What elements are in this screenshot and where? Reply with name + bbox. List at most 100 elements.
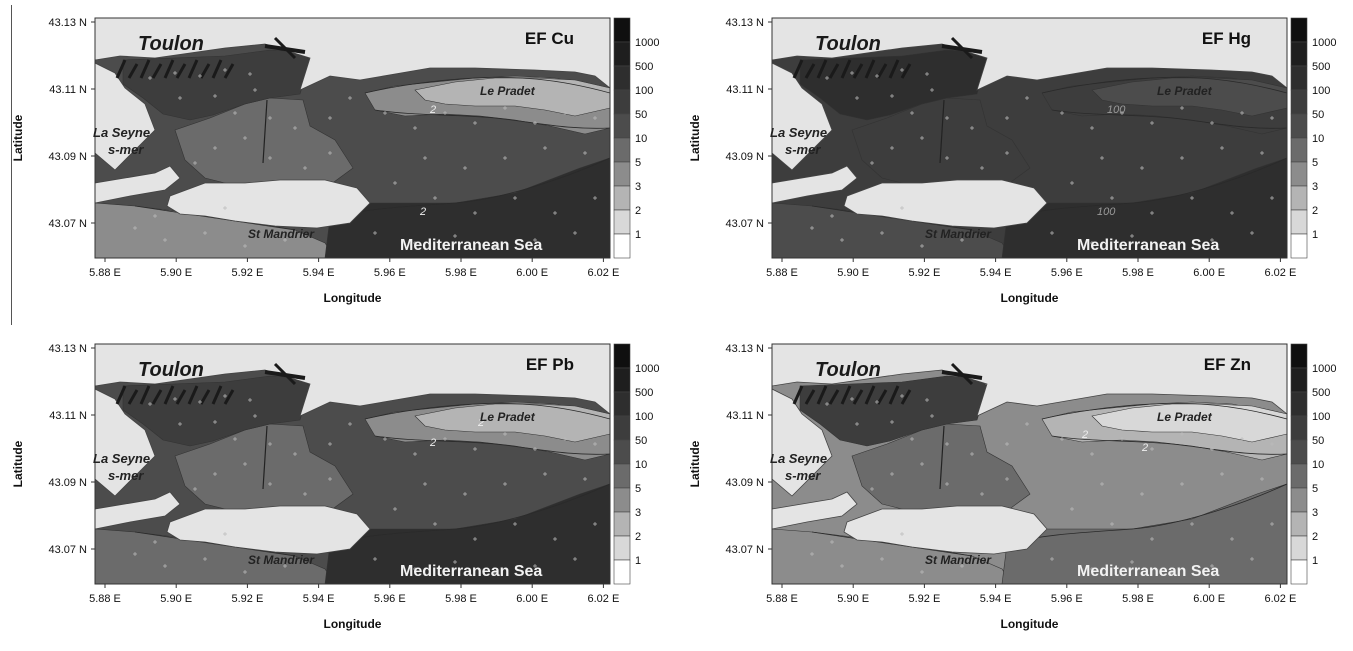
legend-swatch (1290, 137, 1308, 163)
contour-line (374, 109, 610, 129)
station-marker (473, 211, 477, 215)
place-label-le-pradet: Le Pradet (1157, 84, 1213, 98)
land-north-coast (95, 344, 610, 417)
station-marker (1180, 106, 1184, 110)
y-tick-label: 43.07 N (725, 544, 764, 556)
station-marker (810, 226, 814, 230)
panel-title: EF Pb (526, 355, 574, 374)
legend-label: 5 (1312, 483, 1318, 495)
y-axis-label: Latitude (11, 440, 25, 487)
station-marker (870, 161, 874, 165)
station-marker (880, 231, 884, 235)
x-tick-label: 5.96 E (1051, 267, 1083, 279)
sampling-stations (133, 394, 597, 574)
station-marker (1210, 238, 1214, 242)
station-marker (423, 482, 427, 486)
station-marker (163, 564, 167, 568)
x-tick-label: 5.96 E (1051, 593, 1083, 605)
place-label-la-seyne: La Seyne (770, 125, 827, 140)
station-marker (463, 166, 467, 170)
station-marker (1050, 231, 1054, 235)
station-marker (1230, 211, 1234, 215)
legend-label: 100 (1312, 85, 1330, 97)
land-west-peninsula (772, 491, 858, 530)
station-marker (890, 420, 894, 424)
station-marker (593, 116, 597, 120)
place-label-la-seyne: La Seyne (770, 451, 827, 466)
legend-swatch (1290, 233, 1308, 259)
station-marker (1060, 111, 1064, 115)
x-axis-label: Longitude (324, 291, 382, 305)
place-label-mediterranean-sea: Mediterranean Sea (400, 237, 542, 254)
station-marker (910, 437, 914, 441)
station-marker (850, 397, 854, 401)
contour-line (1041, 402, 1287, 420)
station-marker (198, 400, 202, 404)
y-axis-label: Latitude (688, 114, 702, 161)
station-marker (1240, 437, 1244, 441)
station-marker (1210, 564, 1214, 568)
station-marker (900, 68, 904, 72)
station-marker (945, 156, 949, 160)
y-tick-label: 43.07 N (48, 218, 87, 230)
x-tick-label: 5.90 E (837, 267, 869, 279)
legend-swatch (613, 439, 631, 465)
station-marker (1090, 126, 1094, 130)
station-marker (850, 71, 854, 75)
station-marker (1220, 472, 1224, 476)
station-marker (193, 161, 197, 165)
map-svg: 100 100 Toulon Le Pradet La Seyne s-mer St Man… (688, 17, 1336, 305)
station-marker (1090, 567, 1094, 571)
station-marker (1260, 477, 1264, 481)
legend-swatch (1290, 185, 1308, 211)
legend-label: 50 (1312, 109, 1324, 121)
station-marker (593, 442, 597, 446)
legend-swatch (613, 391, 631, 417)
place-label-le-pradet: Le Pradet (480, 84, 536, 98)
y-tick-label: 43.11 N (49, 410, 87, 422)
station-marker (248, 398, 252, 402)
legend-label: 3 (1312, 181, 1318, 193)
station-marker (253, 88, 257, 92)
land-st-mandrier (843, 505, 1048, 555)
station-marker (433, 196, 437, 200)
station-marker (573, 557, 577, 561)
x-tick-label: 5.90 E (837, 593, 869, 605)
legend-label: 5 (635, 157, 641, 169)
place-label-le-pradet: Le Pradet (480, 410, 536, 424)
contour-label: 2 (1081, 429, 1088, 441)
station-marker (373, 231, 377, 235)
legend-swatch (613, 415, 631, 441)
legend-label: 2 (635, 205, 641, 217)
contour-line (329, 483, 610, 545)
contour-label: 2 (419, 206, 426, 218)
legend-label: 3 (635, 181, 641, 193)
station-marker (503, 156, 507, 160)
color-legend: 1000 500 100 50 10 5 3 2 1 (613, 343, 659, 585)
legend-swatch (613, 65, 631, 91)
station-marker (178, 96, 182, 100)
station-marker (473, 537, 477, 541)
y-tick-label: 43.09 N (725, 151, 764, 163)
place-label-st-mandrier: St Mandrier (925, 553, 992, 567)
x-tick-label: 5.96 E (374, 593, 406, 605)
sampling-stations (810, 68, 1274, 248)
y-tick-label: 43.09 N (48, 151, 87, 163)
harbor-piers (792, 36, 983, 164)
x-tick-label: 6.02 E (587, 267, 619, 279)
contour-line (1006, 157, 1287, 219)
station-marker (203, 231, 207, 235)
x-tick-label: 6.00 E (1193, 593, 1225, 605)
x-tick-label: 5.94 E (303, 267, 335, 279)
contour-line (1051, 109, 1287, 129)
map-frame (94, 17, 611, 259)
panel-title: EF Zn (1204, 355, 1251, 374)
station-marker (970, 126, 974, 130)
legend-swatch (1290, 209, 1308, 235)
color-legend: 1000 500 100 50 10 5 3 2 1 (613, 17, 659, 259)
station-marker (583, 151, 587, 155)
place-label-toulon: Toulon (138, 33, 204, 55)
legend-swatch (613, 209, 631, 235)
place-label-st-mandrier: St Mandrier (248, 227, 315, 241)
legend-label: 1 (1312, 555, 1318, 567)
